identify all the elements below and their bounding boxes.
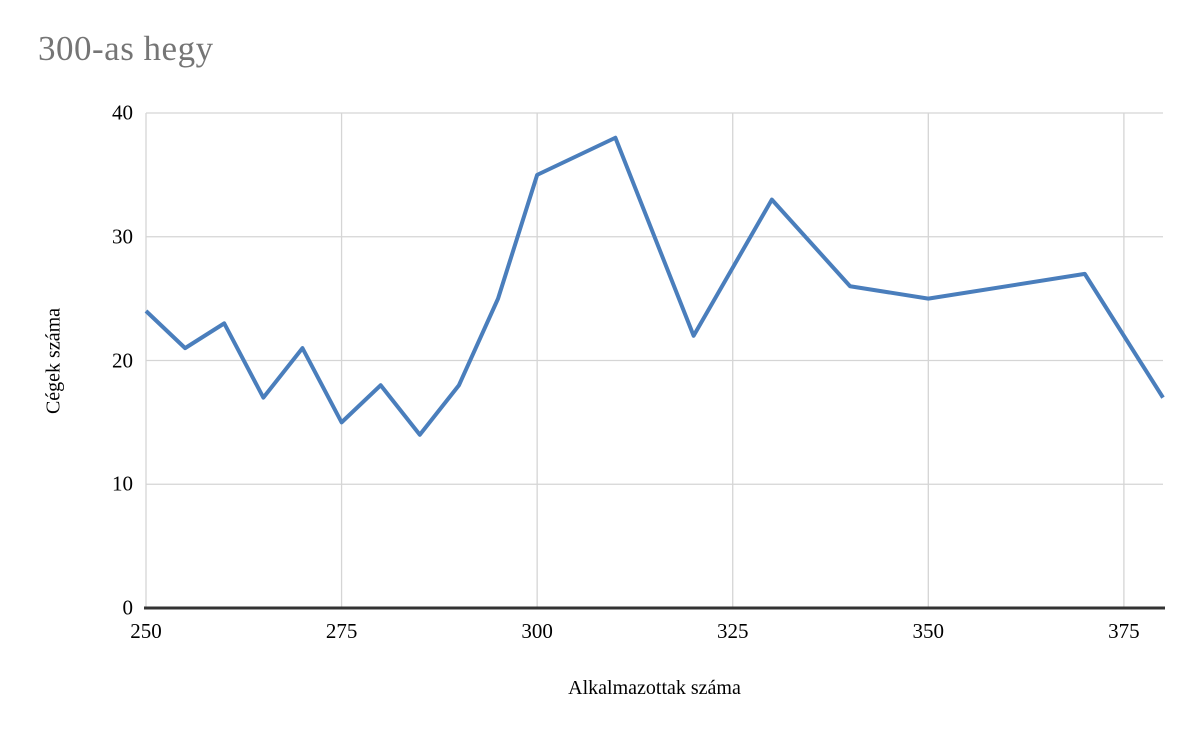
y-tick-label: 40 [112,100,133,125]
y-axis-title: Cégek száma [42,307,65,415]
x-tick-label: 350 [912,619,945,643]
x-tick-label: 325 [716,619,749,643]
chart-title: 300-as hegy [38,29,214,68]
y-tick-label: 20 [112,348,133,372]
x-tick-label: 250 [130,619,162,643]
y-tick-label: 30 [112,224,133,249]
data-series-line [144,135,1165,437]
x-tick-label: 275 [325,619,358,643]
y-tick-label: 10 [112,471,133,496]
y-tick-label: 0 [122,595,134,620]
x-tick-label: 300 [521,619,553,643]
x-tick-label: 375 [1108,619,1140,643]
x-axis-title: Alkalmazottak száma [568,677,741,699]
